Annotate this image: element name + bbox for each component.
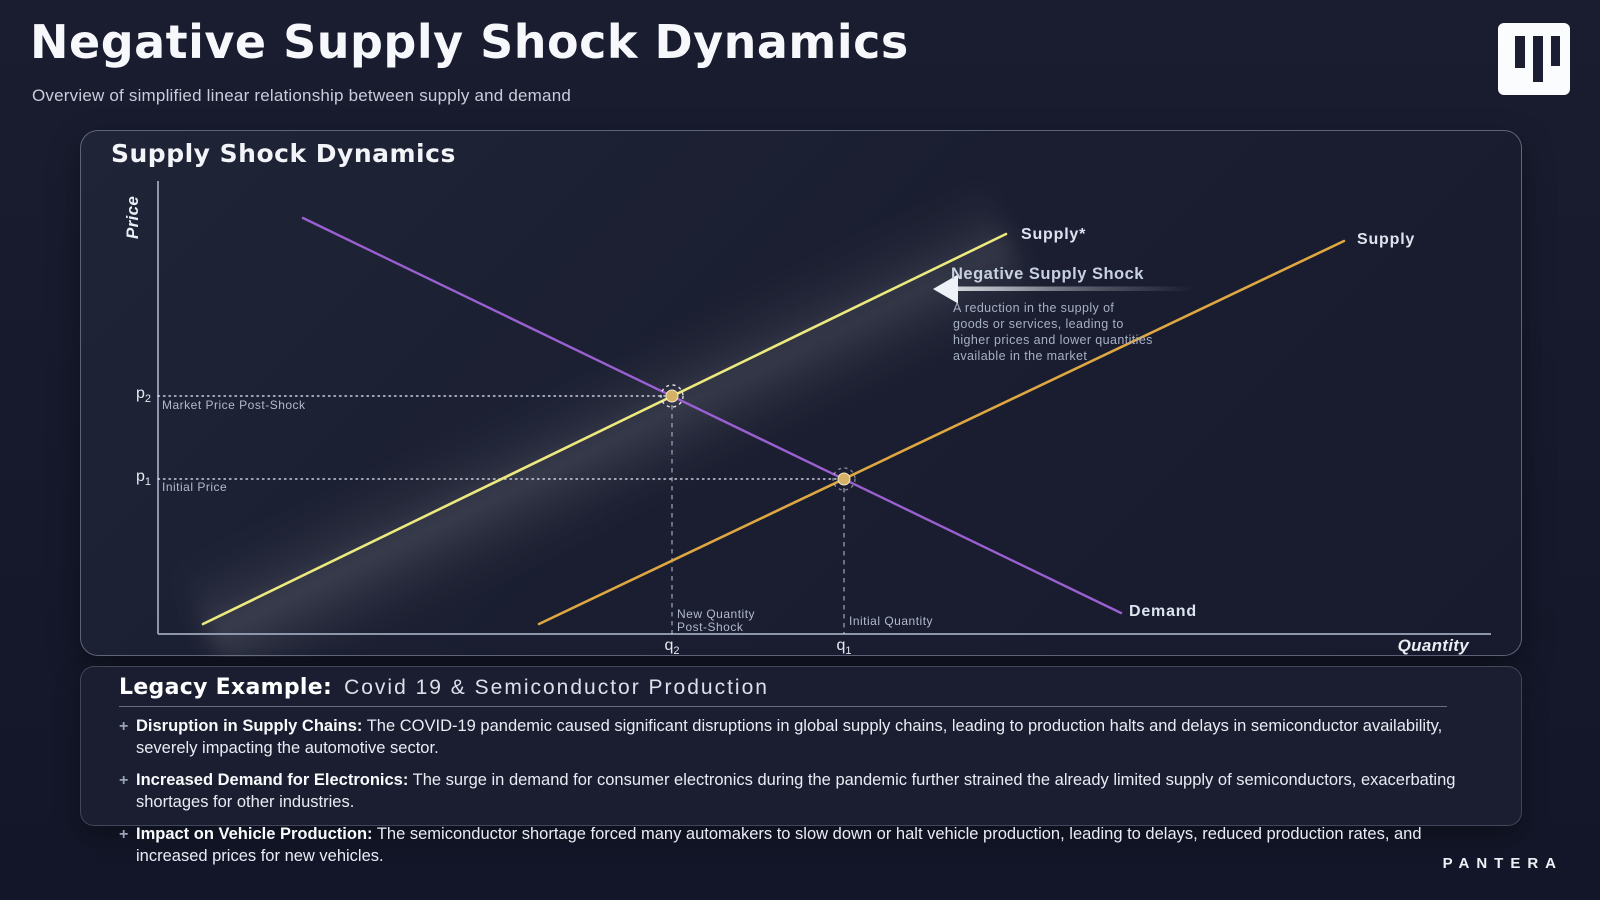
bullet-body: The COVID-19 pandemic caused significant… [136,717,1443,757]
tick-q1-base: q [836,637,846,654]
bullet-text: Impact on Vehicle Production: The semico… [136,824,1461,867]
logo-bar [1551,36,1560,66]
logo-bar [1533,36,1543,82]
page-subtitle: Overview of simplified linear relationsh… [32,86,571,105]
plus-bullet-icon: + [119,718,129,735]
logo-bar [1515,36,1525,68]
supply-shift-glow-upper [177,180,1006,624]
supply-post-shock-label: Supply* [1021,226,1087,243]
tick-p1-base: p [135,468,145,485]
negative-supply-shock-description: A reduction in the supply of goods or se… [953,301,1153,363]
bullet-body: The semiconductor shortage forced many a… [136,825,1422,865]
tick-q2-sub: 2 [673,645,680,658]
supply-demand-chart-panel: Supply Shock Dynamics Price Quantity Sup… [80,130,1522,657]
legacy-example-panel: Legacy Example: Covid 19 & Semiconductor… [80,666,1522,865]
demand-label: Demand [1129,603,1197,620]
tick-q1: q1 [829,637,859,657]
shock-arrow-head-icon [933,274,958,304]
bullet-label: Impact on Vehicle Production: [136,825,373,843]
plus-bullet-icon: + [119,772,129,789]
demand-curve [301,216,1123,615]
legacy-bullet-list: + Disruption in Supply Chains: The COVID… [119,716,1461,867]
initial-equilibrium-point [837,472,851,486]
tick-p1: p1 [111,468,151,488]
supply-demand-chart [157,180,1491,657]
legacy-example-title-bold: Legacy Example: [119,675,333,700]
initial-equilibrium-ring [832,467,856,491]
pantera-wordmark: PANTERA [1442,855,1563,872]
supply-curve [537,239,1346,626]
page-title: Negative Supply Shock Dynamics [30,15,909,69]
tick-p2: p2 [111,385,151,405]
new-quantity-post-shock-label: New Quantity Post-Shock [677,607,756,634]
negative-supply-shock-heading: Negative Supply Shock [951,265,1144,283]
x-axis-label: Quantity [1397,636,1469,655]
list-item: + Increased Demand for Electronics: The … [119,770,1461,813]
shock-arrow-tail [957,286,1193,291]
post-shock-equilibrium-point [665,389,679,403]
post-shock-equilibrium-ring [660,384,684,408]
supply-post-shock-curve [201,232,1008,626]
initial-quantity-label: Initial Quantity [849,614,934,628]
list-item: + Disruption in Supply Chains: The COVID… [119,716,1461,759]
pantera-logo-icon [1498,23,1570,95]
tick-p1-sub: 1 [144,476,151,489]
supply-shift-glow [203,234,1043,657]
tick-p2-base: p [135,385,145,402]
y-axis-label: Price [123,195,142,239]
tick-q2: q2 [657,637,687,657]
bullet-label: Disruption in Supply Chains: [136,717,363,735]
legacy-example-title-rest: Covid 19 & Semiconductor Production [344,676,769,699]
chart-title: Supply Shock Dynamics [111,139,456,168]
market-price-post-shock-label: Market Price Post-Shock [162,398,306,412]
tick-q2-base: q [664,637,674,654]
bullet-label: Increased Demand for Electronics: [136,771,409,789]
tick-p2-sub: 2 [144,393,151,406]
tick-q1-sub: 1 [845,645,852,658]
supply-label: Supply [1357,231,1416,248]
bullet-text: Disruption in Supply Chains: The COVID-1… [136,716,1461,759]
plus-bullet-icon: + [119,826,129,843]
list-item: + Impact on Vehicle Production: The semi… [119,824,1461,867]
bullet-text: Increased Demand for Electronics: The su… [136,770,1461,813]
legacy-example-title: Legacy Example: Covid 19 & Semiconductor… [119,675,1447,707]
initial-price-label: Initial Price [162,480,228,494]
bullet-body: The surge in demand for consumer electro… [136,771,1456,811]
